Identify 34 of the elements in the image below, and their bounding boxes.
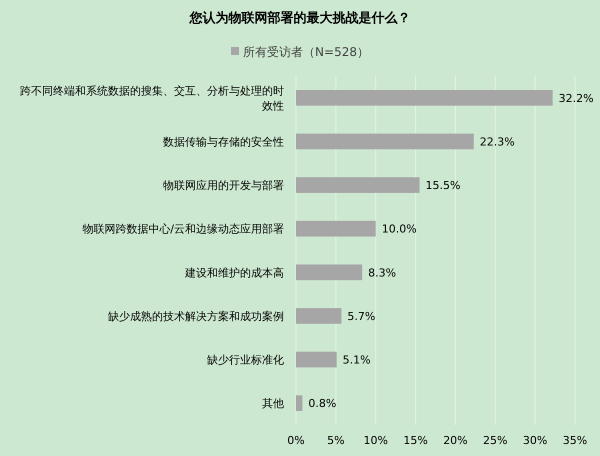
chart-title: 您认为物联网部署的最大挑战是什么？ (188, 10, 410, 26)
x-tick-label: 35% (562, 434, 588, 447)
y-tick-label: 缺少行业标准化 (207, 354, 284, 367)
x-tick-label: 0% (287, 434, 305, 447)
bar (296, 352, 337, 368)
y-tick-label: 物联网跨数据中心/云和边缘动态应用部署 (82, 222, 284, 236)
x-tick-label: 10% (363, 434, 388, 447)
y-tick-label: 跨不同终端和系统数据的搜集、交互、分析与处理的时效性 (20, 84, 284, 112)
data-label: 10.0% (382, 222, 417, 236)
x-tick-label: 30% (522, 434, 548, 447)
bar (296, 177, 420, 193)
x-tick-label: 20% (443, 434, 468, 447)
y-tick-label: 物联网应用的开发与部署 (163, 179, 284, 192)
data-label: 32.2% (558, 92, 594, 105)
bar (296, 264, 362, 280)
bar (296, 395, 302, 412)
bar (296, 90, 553, 106)
y-tick-label: 建设和维护的成本高 (184, 266, 284, 280)
y-tick-label: 数据传输与存储的安全性 (163, 135, 284, 148)
x-tick-label: 25% (483, 434, 508, 447)
data-label: 15.5% (426, 179, 461, 192)
bar (296, 308, 342, 324)
bar (296, 220, 376, 237)
data-label: 5.7% (347, 310, 376, 323)
x-tick-label: 5% (327, 434, 345, 447)
data-label: 0.8% (308, 397, 336, 410)
data-label: 8.3% (368, 266, 396, 280)
y-tick-label: 缺少成熟的技术解决方案和成功案例 (108, 310, 284, 323)
data-label: 22.3% (480, 135, 515, 148)
x-tick-label: 15% (403, 434, 428, 447)
data-label: 5.1% (342, 354, 371, 367)
legend: 所有受访者（N=528） (231, 45, 369, 59)
bar (296, 134, 474, 150)
y-tick-label: 其他 (262, 397, 284, 410)
